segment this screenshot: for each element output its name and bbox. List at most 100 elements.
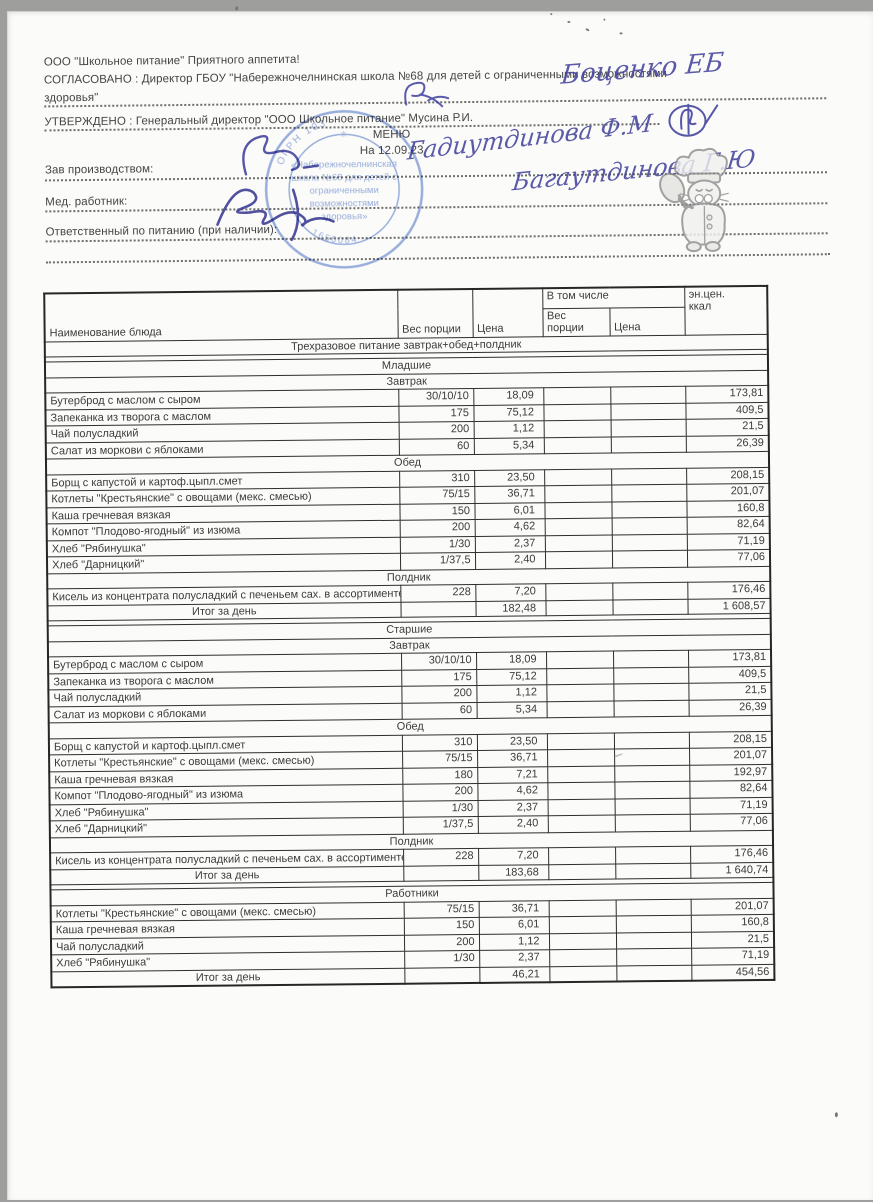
weight-cell: 75/15 xyxy=(399,486,475,504)
weight-cell: 1/37,5 xyxy=(402,816,478,834)
scan-speck xyxy=(550,13,553,16)
col-header-energy-line2: ккал xyxy=(688,300,712,313)
stamp-text-line: возможностями xyxy=(310,198,379,210)
menu-table-body: Трехразовое питание завтрак+обед+полдник… xyxy=(44,333,775,988)
stamp-text-line: ограниченными xyxy=(309,185,378,197)
price-cell: 182,48 xyxy=(475,600,546,617)
kcal-cell: 1 640,74 xyxy=(690,861,774,879)
kcal-cell: 201,07 xyxy=(690,897,774,916)
including-price-cell xyxy=(615,846,691,864)
price-cell: 1,12 xyxy=(478,933,550,951)
director-signature: Боценко ЕБ xyxy=(559,47,726,91)
including-weight-cell xyxy=(547,782,615,800)
including-price-cell xyxy=(612,650,689,668)
including-weight-cell xyxy=(546,667,614,685)
including-price-cell xyxy=(614,814,690,832)
price-cell: 23,50 xyxy=(474,469,545,487)
price-cell: 75,12 xyxy=(476,668,547,686)
kcal-cell: 409,5 xyxy=(685,401,769,420)
kcal-cell: 160,8 xyxy=(686,499,770,518)
price-cell: 5,34 xyxy=(476,701,547,719)
weight-cell: 200 xyxy=(402,783,478,801)
kcal-cell: 26,39 xyxy=(688,698,772,717)
including-weight-cell xyxy=(549,965,617,983)
including-weight-cell xyxy=(545,583,613,601)
including-price-cell xyxy=(611,500,687,519)
svg-text:1650084: 1650084 xyxy=(310,227,359,246)
col-header-price: Цена xyxy=(472,288,543,337)
field-label-production: Зав производством: xyxy=(44,163,154,177)
including-weight-cell xyxy=(544,551,613,569)
col-header-weight: Вес порции xyxy=(397,288,473,338)
including-price-cell xyxy=(614,797,690,816)
including-weight-cell xyxy=(544,518,612,536)
weight-cell xyxy=(404,966,480,984)
price-cell: 5,34 xyxy=(473,437,544,455)
weight-cell: 175 xyxy=(401,668,477,687)
including-weight-cell xyxy=(544,485,612,503)
including-price-cell xyxy=(611,517,687,535)
company-line: ООО "Школьное питание" Приятного аппетит… xyxy=(43,53,300,69)
including-price-cell xyxy=(612,598,688,616)
including-weight-cell xyxy=(543,436,611,454)
kcal-cell: 173,81 xyxy=(687,649,772,667)
stamp-rim-bottom: 1650084 xyxy=(310,227,359,246)
col-header-dish-name: Наименование блюда xyxy=(44,289,398,342)
weight-cell: 1/37,5 xyxy=(399,552,476,570)
price-cell: 36,71 xyxy=(478,900,549,918)
weight-cell xyxy=(400,600,476,618)
including-price-cell xyxy=(611,533,687,552)
weight-cell: 200 xyxy=(401,685,477,703)
including-price-cell xyxy=(616,964,692,982)
kcal-cell: 409,5 xyxy=(688,665,772,684)
production-signature-squiggle xyxy=(242,134,320,176)
col-header-weight-2: Вес порции xyxy=(542,307,610,337)
weight-cell: 75/15 xyxy=(403,900,479,919)
kcal-cell: 77,06 xyxy=(686,549,771,567)
kcal-cell: 77,06 xyxy=(689,813,773,831)
including-weight-cell xyxy=(548,863,616,880)
including-weight-cell xyxy=(547,815,615,833)
weight-cell: 200 xyxy=(403,933,480,952)
chef-cat-mascot xyxy=(659,147,729,253)
including-price-cell xyxy=(610,402,686,421)
including-weight-cell xyxy=(544,468,612,486)
weight-cell: 228 xyxy=(400,584,476,602)
col-header-energy-line1: эн.цен. xyxy=(688,288,726,301)
price-cell: 4,62 xyxy=(477,782,548,800)
price-cell: 2,37 xyxy=(474,535,545,553)
monogram-signature xyxy=(668,103,719,137)
weight-cell: 200 xyxy=(399,519,475,537)
scan-speck xyxy=(567,20,571,23)
price-cell: 23,50 xyxy=(476,733,548,751)
including-weight-cell xyxy=(548,847,616,865)
weight-cell: 150 xyxy=(403,917,479,935)
field-label-medical: Мед. работник: xyxy=(45,195,128,209)
price-cell: 36,71 xyxy=(477,749,548,767)
kcal-cell: 160,8 xyxy=(690,914,774,932)
kcal-cell: 82,64 xyxy=(686,516,770,534)
kcal-cell: 208,15 xyxy=(686,466,770,485)
including-price-cell xyxy=(611,467,687,486)
price-cell: 7,20 xyxy=(475,583,546,601)
price-cell: 2,40 xyxy=(474,551,546,569)
including-price-cell xyxy=(614,764,690,783)
price-cell: 7,21 xyxy=(477,766,548,784)
including-weight-cell xyxy=(547,749,615,767)
kcal-cell: 201,07 xyxy=(689,747,773,765)
stamp-text-line: «Набережночелнинская xyxy=(291,159,397,171)
including-weight-cell xyxy=(546,651,614,669)
scan-speck xyxy=(235,6,239,11)
weight-cell: 180 xyxy=(402,766,478,785)
weight-cell: 60 xyxy=(398,437,474,456)
kcal-cell: 208,15 xyxy=(688,730,773,749)
including-weight-cell xyxy=(549,949,617,967)
price-cell: 2,37 xyxy=(479,949,550,967)
stamp-text-line: школа №68 для детей с xyxy=(291,172,397,184)
including-weight-cell xyxy=(544,501,612,519)
weight-cell: 310 xyxy=(401,733,478,752)
pen-squiggle xyxy=(404,81,450,108)
including-weight-cell xyxy=(547,765,615,783)
kcal-cell: 192,97 xyxy=(689,763,773,782)
kcal-cell: 26,39 xyxy=(685,434,769,453)
